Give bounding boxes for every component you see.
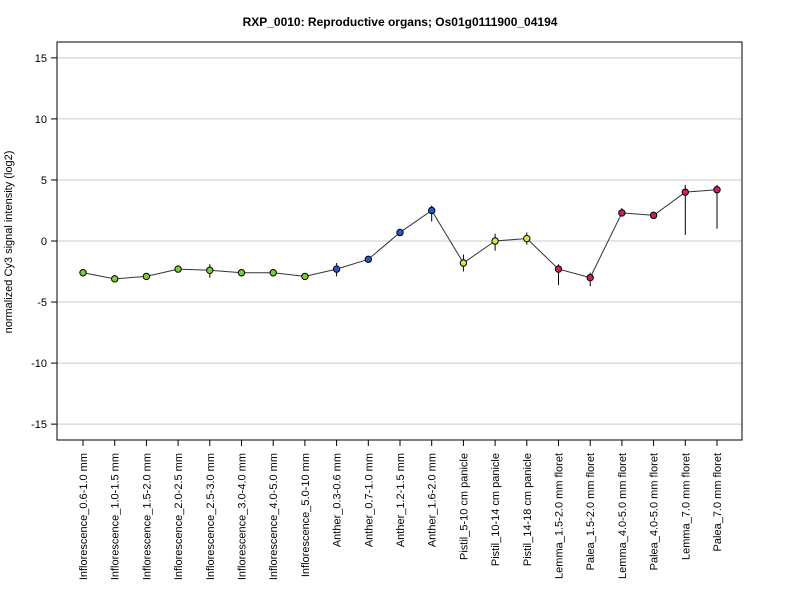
data-point xyxy=(301,272,309,281)
y-axis: -15 -10 -5 0 5 10 15 xyxy=(31,53,57,431)
x-tick-label: Inflorescence_1.0-1.5 mm xyxy=(110,453,122,580)
x-tick-label: Inflorescence_2.0-2.5 mm xyxy=(173,453,185,580)
x-tick-label: Palea_4.0-5.0 mm floret xyxy=(649,453,661,570)
x-tick-label: Anther_0.3-0.6 mm xyxy=(332,453,344,547)
x-tick-label: Pistil_14-18 cm panicle xyxy=(522,453,534,566)
data-point xyxy=(111,275,119,283)
y-tick-label: -15 xyxy=(31,419,47,431)
x-tick-label: Inflorescence_0.6-1.0 mm xyxy=(78,453,90,580)
data-point xyxy=(142,272,151,281)
x-tick-label: Inflorescence_1.5-2.0 mm xyxy=(141,453,153,580)
x-tick-label: Pistil_5-10 cm panicle xyxy=(458,453,470,560)
data-point xyxy=(586,273,594,282)
data-point xyxy=(649,211,658,220)
data-point xyxy=(554,265,563,273)
grid-lines xyxy=(57,57,742,425)
data-point xyxy=(396,228,404,237)
y-tick-label: 15 xyxy=(35,53,47,65)
data-point xyxy=(174,265,182,273)
y-tick-label: -10 xyxy=(31,358,47,370)
data-point xyxy=(237,269,246,277)
data-point xyxy=(523,234,531,243)
y-tick-label: 10 xyxy=(35,114,47,126)
data-point xyxy=(681,188,689,196)
x-tick-label: Lemma_1.5-2.0 mm floret xyxy=(554,453,566,579)
x-tick-label: Pistil_10-14 cm panicle xyxy=(490,453,502,566)
plot-frame xyxy=(56,41,743,441)
data-point xyxy=(364,255,372,264)
x-tick-label: Anther_1.6-2.0 mm xyxy=(427,453,439,547)
data-point xyxy=(491,237,499,245)
data-points xyxy=(79,186,721,283)
data-point xyxy=(206,266,214,275)
data-point xyxy=(428,206,436,215)
x-tick-label: Lemma_7.0 mm floret xyxy=(680,453,692,560)
chart-title: RXP_0010: Reproductive organs; Os01g0111… xyxy=(243,15,558,29)
data-point xyxy=(713,186,721,194)
data-point xyxy=(269,269,277,277)
x-tick-label: Inflorescence_4.0-5.0 mm xyxy=(268,453,280,580)
x-tick-label: Palea_7.0 mm floret xyxy=(712,453,724,551)
x-tick-label: Lemma_4.0-5.0 mm floret xyxy=(617,453,629,579)
x-tick-label: Inflorescence_5.0-10 mm xyxy=(300,453,312,577)
x-tick-label: Palea_1.5-2.0 mm floret xyxy=(585,453,597,570)
data-point xyxy=(79,269,87,277)
data-point xyxy=(618,209,626,217)
x-tick-label: Inflorescence_2.5-3.0 mm xyxy=(205,453,217,580)
x-tick-label: Anther_0.7-1.0 mm xyxy=(363,453,375,547)
x-tick-label: Anther_1.2-1.5 mm xyxy=(395,453,407,547)
y-tick-label: 5 xyxy=(41,175,47,187)
y-tick-label: -5 xyxy=(37,297,47,309)
data-point xyxy=(459,259,468,267)
data-point xyxy=(332,265,341,273)
y-tick-label: 0 xyxy=(41,236,47,248)
y-axis-label: normalized Cy3 signal intensity (log2) xyxy=(3,151,15,334)
x-tick-label: Inflorescence_3.0-4.0 mm xyxy=(237,453,249,580)
x-axis: Inflorescence_0.6-1.0 mm Inflorescence_1.… xyxy=(78,440,724,580)
